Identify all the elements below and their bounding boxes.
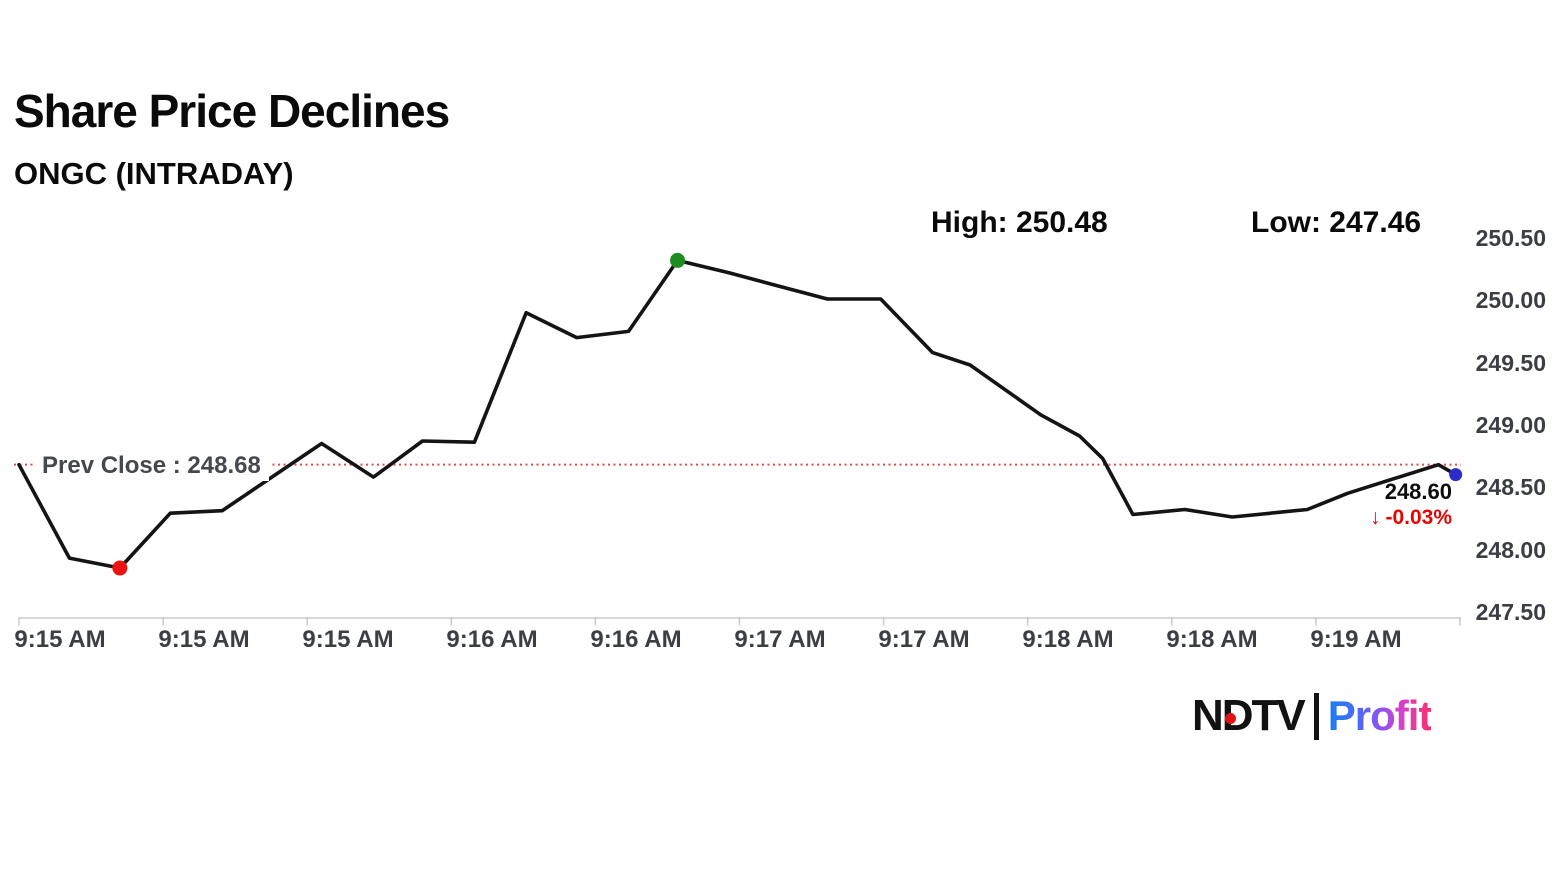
y-tick-label: 248.50: [1475, 474, 1546, 500]
x-tick-label: 9:19 AM: [1310, 626, 1402, 653]
y-tick-label: 249.50: [1475, 350, 1546, 376]
last-marker: [1449, 468, 1463, 482]
page-title: Share Price Declines: [14, 85, 450, 137]
y-tick-label: 248.00: [1475, 537, 1546, 563]
y-tick-label: 250.50: [1475, 225, 1546, 251]
ndtv-red-dot-icon: [1225, 713, 1236, 724]
y-tick-label: 249.00: [1475, 412, 1546, 438]
x-tick-label: 9:18 AM: [1166, 626, 1258, 653]
x-tick-label: 9:18 AM: [1022, 626, 1114, 653]
y-tick-label: 247.50: [1475, 599, 1546, 625]
logo-divider: [1313, 692, 1319, 740]
x-tick-label: 9:15 AM: [158, 626, 250, 653]
down-arrow-icon: ↓: [1369, 506, 1381, 529]
x-tick-label: 9:15 AM: [302, 626, 394, 653]
last-price-label: 248.60: [1384, 479, 1452, 504]
low-stat: Low: 247.46: [1251, 206, 1422, 239]
change-percent: -0.03%: [1385, 506, 1452, 529]
prev-close-label: Prev Close : 248.68: [34, 451, 269, 481]
x-tick-label: 9:16 AM: [446, 626, 538, 653]
change-badge: ↓ -0.03%: [1340, 505, 1452, 530]
x-tick-label: 9:16 AM: [590, 626, 682, 653]
ndtv-profit-logo: NDTV Profit: [1192, 690, 1433, 742]
x-tick-label: 9:15 AM: [14, 626, 106, 653]
x-tick-label: 9:17 AM: [878, 626, 970, 653]
price-line: [17, 258, 1458, 570]
x-tick-label: 9:17 AM: [734, 626, 826, 653]
high-stat: High: 250.48: [931, 206, 1108, 239]
low-marker: [112, 560, 128, 576]
profit-wordmark: Profit: [1328, 690, 1433, 742]
high-marker: [670, 252, 686, 268]
ndtv-wordmark: NDTV: [1192, 691, 1306, 740]
symbol-subtitle: ONGC (INTRADAY): [14, 156, 294, 191]
y-tick-label: 250.00: [1475, 287, 1546, 313]
